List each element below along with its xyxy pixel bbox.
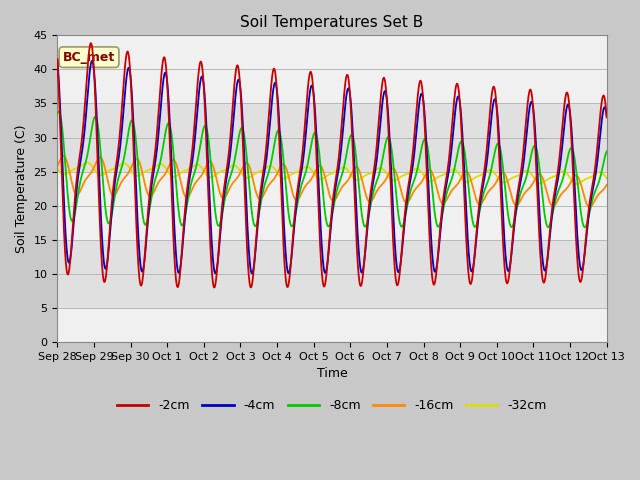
- Bar: [58, 240, 607, 308]
- Title: Soil Temperatures Set B: Soil Temperatures Set B: [241, 15, 424, 30]
- Text: BC_met: BC_met: [63, 51, 115, 64]
- X-axis label: Time: Time: [317, 367, 348, 380]
- Y-axis label: Soil Temperature (C): Soil Temperature (C): [15, 124, 28, 253]
- Bar: [58, 308, 607, 342]
- Legend: -2cm, -4cm, -8cm, -16cm, -32cm: -2cm, -4cm, -8cm, -16cm, -32cm: [112, 394, 552, 417]
- Bar: [58, 36, 607, 104]
- Bar: [58, 171, 607, 240]
- Bar: [58, 104, 607, 171]
